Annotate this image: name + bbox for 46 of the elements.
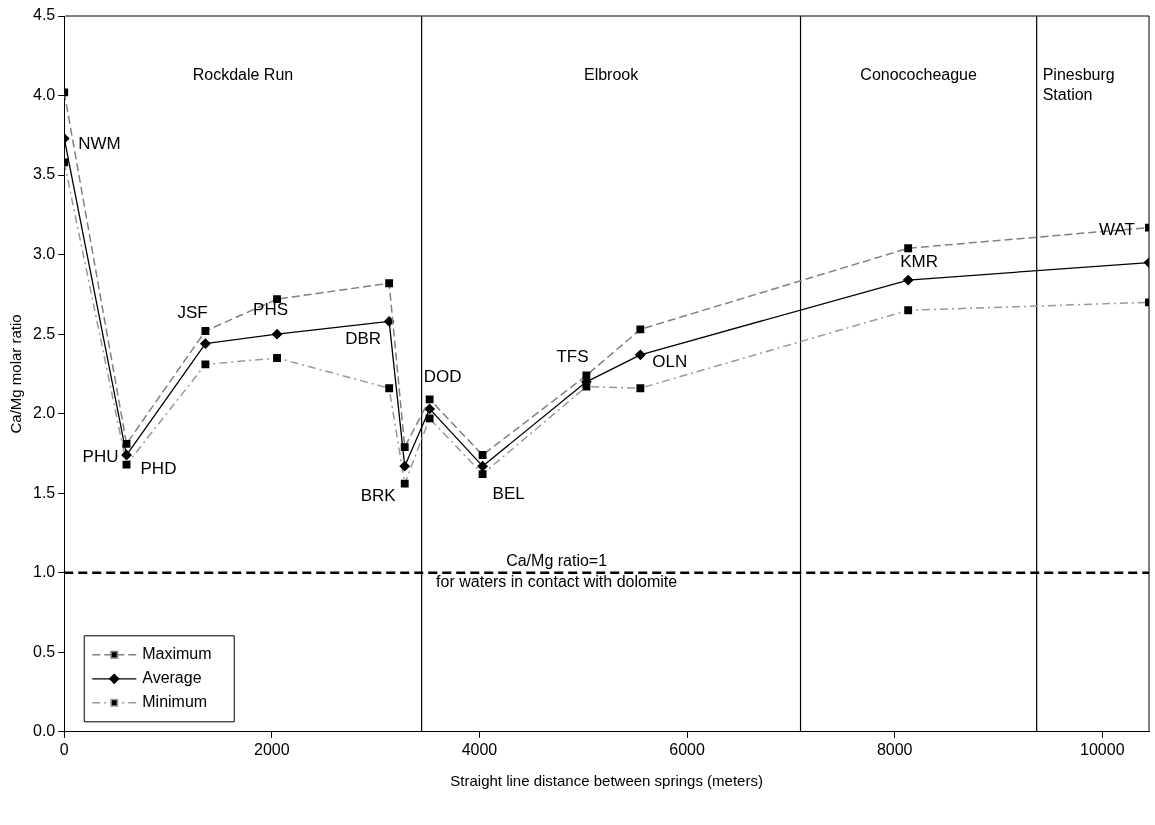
annotation: JSF	[177, 302, 208, 322]
annotation: PHU	[82, 446, 119, 466]
x-tick-label: 2000	[254, 740, 290, 758]
legend-label: Maximum	[142, 645, 212, 663]
point	[200, 338, 211, 349]
y-tick-label: 0.0	[32, 722, 56, 740]
annotation: DOD	[423, 367, 462, 387]
y-tick-label: 0.5	[32, 642, 56, 660]
annotation: Pinesburg Station	[1042, 66, 1115, 104]
annotation: WAT	[1099, 220, 1135, 240]
x-tick-label: 8000	[876, 740, 913, 758]
x-axis-title: Straight line distance between springs (meters)	[450, 772, 763, 790]
annotation: Conococheague	[860, 66, 977, 84]
annotation: TFS	[556, 347, 589, 367]
y-tick-label: 4.0	[32, 85, 56, 103]
y-tick-label: 4.5	[32, 6, 56, 24]
point	[477, 461, 488, 472]
x-tick-label: 10000	[1080, 740, 1125, 758]
annotation: DBR	[345, 329, 382, 349]
point	[399, 461, 410, 472]
annotation: OLN	[652, 352, 688, 372]
x-tick-label: 0	[59, 740, 69, 758]
annotation: Rockdale Run	[192, 66, 294, 84]
ref-line-label: Ca/Mg ratio=1 for waters in contact with dolomite	[436, 552, 678, 591]
legend-label: Average	[142, 669, 202, 687]
annotation: Elbrook	[583, 66, 640, 84]
annotation: KMR	[900, 251, 938, 271]
point	[903, 274, 914, 286]
annotation: PHS	[253, 299, 289, 319]
y-tick-label: 3.0	[32, 245, 56, 263]
y-tick-label: 2.0	[32, 404, 56, 422]
y-axis-title: Ca/Mg molar ratio	[7, 314, 25, 434]
annotation: NWM	[78, 134, 121, 154]
y-tick-label: 1.5	[32, 483, 56, 501]
annotation: BRK	[360, 485, 397, 505]
y-tick-label: 2.5	[32, 324, 56, 342]
annotation: BEL	[492, 483, 525, 503]
y-tick-label: 3.5	[32, 165, 56, 183]
annotation: PHD	[140, 458, 177, 478]
legend-label: Minimum	[142, 693, 208, 711]
x-tick-label: 6000	[669, 740, 705, 758]
point	[424, 403, 435, 415]
y-tick-label: 1.0	[32, 563, 56, 581]
x-tick-label: 4000	[461, 740, 498, 758]
point	[635, 349, 646, 360]
point	[271, 328, 283, 340]
